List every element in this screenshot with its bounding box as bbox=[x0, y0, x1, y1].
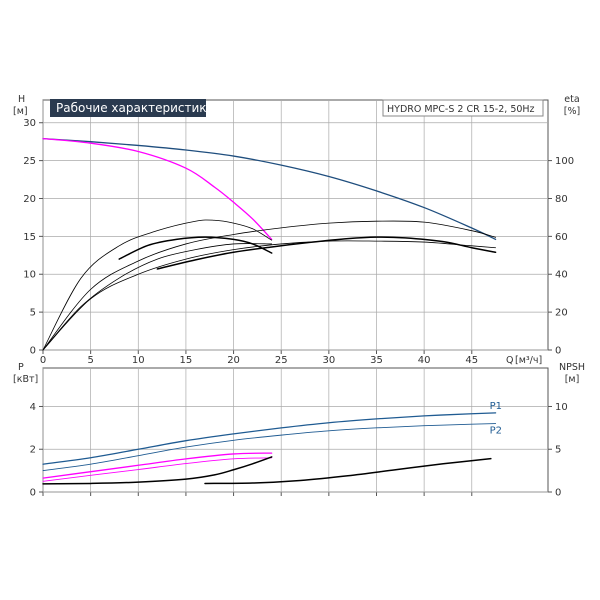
y-left-tick-label: 0 bbox=[30, 346, 36, 357]
bottom-series-line-0 bbox=[42, 412, 497, 465]
top-series-line-3 bbox=[42, 220, 496, 351]
x-axis-label: Q bbox=[506, 355, 513, 366]
x-tick-label: 10 bbox=[132, 355, 145, 366]
top-series-line-4 bbox=[42, 243, 273, 351]
bottom-series-line-1 bbox=[42, 423, 497, 472]
y-left-axis-unit: [кВт] bbox=[13, 374, 38, 385]
y-right-tick-label: 20 bbox=[555, 308, 568, 319]
bottom-series-line-3 bbox=[42, 457, 273, 482]
y-left-tick-label: 15 bbox=[23, 232, 36, 243]
y-right-axis-unit: [м] bbox=[565, 374, 580, 385]
x-tick-label: 0 bbox=[40, 355, 46, 366]
top-series-line-5 bbox=[42, 240, 496, 351]
top-plot-frame bbox=[42, 99, 549, 351]
y-right-tick-label: 40 bbox=[555, 270, 568, 281]
top-series-line-6 bbox=[118, 236, 273, 260]
y-left-tick-label: 10 bbox=[23, 270, 36, 281]
y-right-tick-label: 0 bbox=[555, 346, 561, 357]
model-box bbox=[382, 99, 544, 117]
x-tick-label: 45 bbox=[465, 355, 478, 366]
series-label-p1: P1 bbox=[490, 401, 502, 412]
x-tick-label: 30 bbox=[322, 355, 335, 366]
bottom-series-line-2 bbox=[42, 452, 273, 479]
series-label-p2: P2 bbox=[490, 426, 502, 437]
y-left-axis-label: H bbox=[18, 94, 25, 105]
y-right-axis-unit: [%] bbox=[564, 106, 580, 117]
y-right-axis-label: eta bbox=[564, 94, 579, 105]
x-tick-label: 25 bbox=[275, 355, 288, 366]
y-left-axis-unit: [м] bbox=[13, 106, 28, 117]
y-right-tick-label: 80 bbox=[555, 194, 568, 205]
x-tick-label: 15 bbox=[180, 355, 193, 366]
bottom-series-line-4 bbox=[42, 456, 273, 485]
y-left-tick-label: 30 bbox=[23, 118, 36, 129]
y-right-tick-label: 0 bbox=[555, 488, 561, 499]
top-series-line-7 bbox=[156, 236, 497, 270]
top-series-line-1 bbox=[42, 137, 273, 241]
chart-title: Рабочие характеристики bbox=[56, 101, 214, 115]
bottom-series-line-5 bbox=[204, 457, 492, 485]
bottom-plot-frame bbox=[42, 367, 549, 493]
x-axis-unit: [м³/ч] bbox=[515, 355, 542, 366]
y-left-tick-label: 2 bbox=[30, 445, 36, 456]
x-tick-label: 40 bbox=[418, 355, 431, 366]
title-badge bbox=[50, 99, 206, 117]
y-left-tick-label: 25 bbox=[23, 156, 36, 167]
x-tick-label: 20 bbox=[227, 355, 240, 366]
model-label: HYDRO MPC-S 2 CR 15-2, 50Hz bbox=[387, 104, 535, 115]
y-right-tick-label: 5 bbox=[555, 445, 561, 456]
x-tick-label: 5 bbox=[87, 355, 93, 366]
y-left-tick-label: 0 bbox=[30, 488, 36, 499]
y-left-tick-label: 5 bbox=[30, 308, 36, 319]
top-series-line-2 bbox=[42, 219, 273, 351]
top-series-line-0 bbox=[42, 137, 497, 241]
y-right-tick-label: 100 bbox=[555, 156, 574, 167]
y-right-tick-label: 60 bbox=[555, 232, 568, 243]
y-right-axis-label: NPSH bbox=[559, 362, 585, 373]
y-left-tick-label: 20 bbox=[23, 194, 36, 205]
y-left-tick-label: 4 bbox=[30, 402, 36, 413]
y-right-tick-label: 10 bbox=[555, 402, 568, 413]
y-left-axis-label: P bbox=[18, 362, 24, 373]
x-tick-label: 35 bbox=[370, 355, 383, 366]
